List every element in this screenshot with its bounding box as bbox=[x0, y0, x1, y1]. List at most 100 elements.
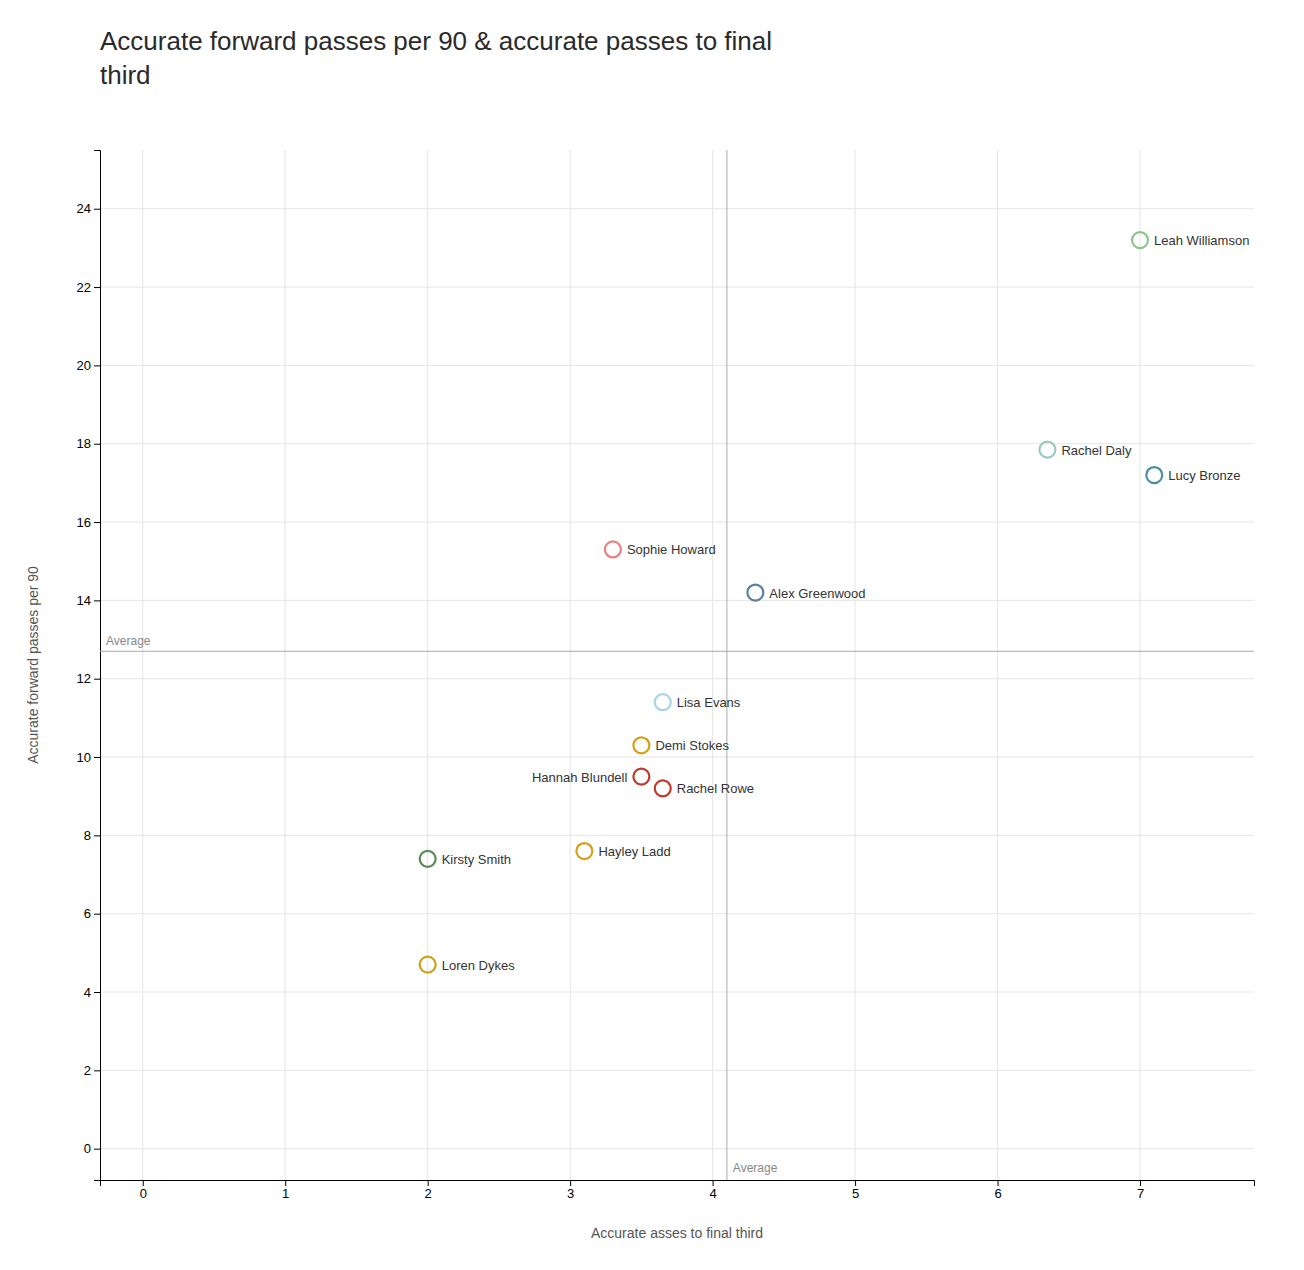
y-tick-label: 12 bbox=[77, 671, 91, 686]
grid bbox=[100, 150, 1254, 1180]
x-tick-label: 3 bbox=[567, 1186, 574, 1201]
x-grid-line bbox=[855, 150, 856, 1180]
chart: Accurate forward passes per 90 & accurat… bbox=[0, 0, 1304, 1270]
y-grid-line bbox=[100, 757, 1254, 758]
y-tick: 2 bbox=[84, 1063, 100, 1078]
y-tick-mark bbox=[94, 1070, 100, 1071]
y-grid-line bbox=[100, 287, 1254, 288]
plot-area: 01234567024681012141618202224Accurate as… bbox=[25, 150, 1255, 1241]
y-tick: 18 bbox=[77, 436, 100, 451]
y-tick: 8 bbox=[84, 828, 100, 843]
y-tick: 6 bbox=[84, 906, 100, 921]
point-label: Sophie Howard bbox=[627, 542, 716, 557]
x-tick: 5 bbox=[852, 1180, 859, 1201]
x-tick-label: 1 bbox=[282, 1186, 289, 1201]
x-grid-line bbox=[997, 150, 998, 1180]
x-tick-mark bbox=[143, 1180, 144, 1186]
y-tick-label: 18 bbox=[77, 436, 91, 451]
x-axis-line bbox=[101, 1181, 1255, 1187]
x-grid-line bbox=[285, 150, 286, 1180]
y-tick-mark bbox=[94, 522, 100, 523]
y-grid-line bbox=[100, 1148, 1254, 1149]
y-tick-mark bbox=[94, 444, 100, 445]
y-tick-mark bbox=[94, 679, 100, 680]
y-grid-line bbox=[100, 678, 1254, 679]
y-tick: 0 bbox=[84, 1141, 100, 1156]
x-tick-mark bbox=[428, 1180, 429, 1186]
point-label: Rachel Rowe bbox=[677, 781, 754, 796]
point-label: Loren Dykes bbox=[442, 958, 515, 973]
y-tick: 20 bbox=[77, 358, 100, 373]
y-tick-mark bbox=[94, 1149, 100, 1150]
point bbox=[747, 585, 763, 601]
x-tick-label: 4 bbox=[710, 1186, 717, 1201]
y-tick-mark bbox=[94, 992, 100, 993]
y-tick: 22 bbox=[77, 280, 100, 295]
y-axis-line bbox=[94, 151, 101, 1181]
y-tick-mark bbox=[94, 365, 100, 366]
y-grid-line bbox=[100, 913, 1254, 914]
x-tick-mark bbox=[713, 1180, 714, 1186]
annotations: Average Average bbox=[106, 634, 778, 1175]
point-label: Kirsty Smith bbox=[442, 852, 511, 867]
y-tick: 24 bbox=[77, 201, 100, 216]
y-tick: 4 bbox=[84, 985, 100, 1000]
x-tick: 6 bbox=[994, 1180, 1001, 1201]
y-grid-line bbox=[100, 208, 1254, 209]
y-tick: 10 bbox=[77, 750, 100, 765]
x-grid-line bbox=[142, 150, 143, 1180]
y-tick-mark bbox=[94, 835, 100, 836]
point-label: Hannah Blundell bbox=[532, 770, 628, 785]
point bbox=[576, 843, 592, 859]
y-tick: 12 bbox=[77, 671, 100, 686]
x-axis-title: Accurate asses to final third bbox=[591, 1225, 763, 1241]
y-tick-label: 10 bbox=[77, 750, 91, 765]
y-tick-label: 22 bbox=[77, 280, 91, 295]
x-tick-label: 2 bbox=[425, 1186, 432, 1201]
y-tick-label: 0 bbox=[84, 1141, 91, 1156]
point bbox=[1132, 232, 1148, 248]
x-grid-line bbox=[570, 150, 571, 1180]
x-grid-line bbox=[427, 150, 428, 1180]
y-tick-label: 20 bbox=[77, 358, 91, 373]
point-label: Alex Greenwood bbox=[769, 586, 865, 601]
y-tick-label: 14 bbox=[77, 593, 91, 608]
point-label: Lucy Bronze bbox=[1168, 468, 1240, 483]
point-label: Rachel Daly bbox=[1061, 443, 1132, 458]
point bbox=[633, 737, 649, 753]
y-tick: 14 bbox=[77, 593, 100, 608]
point bbox=[655, 694, 671, 710]
y-tick-label: 2 bbox=[84, 1063, 91, 1078]
point bbox=[420, 851, 436, 867]
y-tick-label: 16 bbox=[77, 515, 91, 530]
y-axis: 024681012141618202224 bbox=[77, 151, 101, 1181]
point bbox=[420, 957, 436, 973]
x-tick: 2 bbox=[425, 1180, 432, 1201]
x-tick-mark bbox=[285, 1180, 286, 1186]
y-tick-mark bbox=[94, 287, 100, 288]
y-tick-mark bbox=[94, 914, 100, 915]
y-grid-line bbox=[100, 522, 1254, 523]
point bbox=[655, 780, 671, 796]
point bbox=[633, 769, 649, 785]
marks bbox=[100, 150, 1254, 1180]
y-tick-mark bbox=[94, 600, 100, 601]
point-label: Demi Stokes bbox=[655, 738, 729, 753]
point bbox=[605, 541, 621, 557]
y-tick-label: 6 bbox=[84, 906, 91, 921]
y-grid-line bbox=[100, 365, 1254, 366]
x-tick-label: 7 bbox=[1137, 1186, 1144, 1201]
y-grid-line bbox=[100, 600, 1254, 601]
y-grid-line bbox=[100, 992, 1254, 993]
point bbox=[1146, 467, 1162, 483]
x-grid-line bbox=[712, 150, 713, 1180]
x-tick-mark bbox=[1140, 1180, 1141, 1186]
point bbox=[1039, 442, 1055, 458]
x-tick: 0 bbox=[140, 1180, 147, 1201]
average-line-x bbox=[726, 150, 727, 1180]
x-tick-label: 5 bbox=[852, 1186, 859, 1201]
average-label: Average bbox=[733, 1161, 778, 1175]
average-label: Average bbox=[106, 634, 151, 648]
x-tick: 1 bbox=[282, 1180, 289, 1201]
y-tick-label: 24 bbox=[77, 201, 91, 216]
